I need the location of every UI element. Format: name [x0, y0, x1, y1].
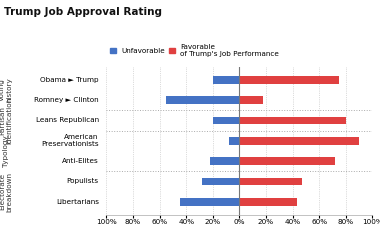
Bar: [229, 137, 239, 145]
Text: Trump Job Approval Rating: Trump Job Approval Rating: [4, 7, 162, 17]
Text: Voting
history: Voting history: [0, 78, 12, 103]
Bar: [239, 157, 335, 165]
Text: Typology: Typology: [3, 135, 9, 167]
Bar: [239, 178, 302, 185]
Bar: [210, 157, 239, 165]
Bar: [213, 76, 239, 84]
Bar: [239, 198, 297, 206]
Text: Electorate
breakdown: Electorate breakdown: [0, 172, 12, 211]
Legend: Unfavorable, Favorable
of Trump's Job Performance: Unfavorable, Favorable of Trump's Job Pe…: [110, 44, 279, 57]
Bar: [239, 96, 263, 104]
Bar: [239, 76, 339, 84]
Bar: [166, 96, 239, 104]
Text: Partisan
identification: Partisan identification: [0, 97, 12, 144]
Bar: [239, 137, 359, 145]
Bar: [202, 178, 239, 185]
Bar: [239, 117, 346, 124]
Bar: [180, 198, 239, 206]
Bar: [213, 117, 239, 124]
